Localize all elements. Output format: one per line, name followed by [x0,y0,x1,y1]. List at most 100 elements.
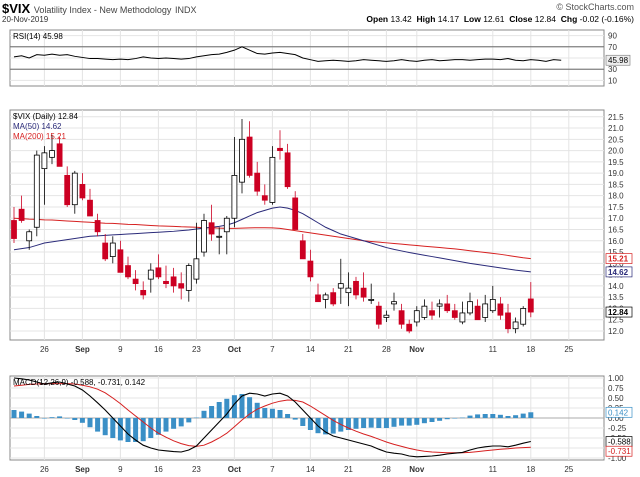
macd-histogram-bar [444,418,450,420]
macd-histogram-bar [110,418,116,438]
chg-value: -0.02 (-0.16%) [579,14,634,24]
candle-body [497,303,504,316]
candle-body [406,323,413,332]
candle-body [41,152,48,170]
macd-tick-label: 0.00 [608,414,624,423]
rsi-tick-label: 30 [608,65,617,74]
price-value-tag-text: 15.21 [608,255,629,264]
candle-body [292,197,299,230]
macd-x-label: Oct [228,465,242,474]
ma50-line [13,206,531,273]
macd-histogram-bar [300,418,306,426]
candle-body [49,150,55,158]
price-x-label: Sep [75,345,90,354]
price-tick-label: 21.0 [608,124,624,133]
candle-body [307,260,314,278]
price-tick-label: 20.0 [608,147,624,156]
candle-body [505,312,511,330]
macd-histogram-bar [262,408,268,418]
chart-header: $VIX Volatility Index - New Methodology … [0,0,640,28]
macd-histogram-bar [414,418,420,425]
macd-histogram-bar [95,418,101,432]
candle-body [185,265,192,291]
candle-body [360,287,367,298]
macd-histogram-bar [117,418,123,441]
macd-x-label: 23 [192,465,201,474]
candle-body [178,283,185,289]
macd-x-label: Sep [75,465,90,474]
macd-histogram-bar [239,394,245,418]
price-tick-label: 12.5 [608,316,624,325]
macd-x-label: 26 [40,465,49,474]
candle-body [102,242,109,260]
price-x-label: 18 [526,345,535,354]
macd-histogram-bar [193,417,199,419]
macd-histogram-bar [520,413,526,418]
macd-histogram-bar [57,416,63,418]
macd-x-label: 14 [306,465,315,474]
candle-body [345,287,352,294]
macd-histogram-bar [26,413,32,418]
macd-histogram-bar [277,410,283,418]
macd-tick-label: 0.75 [608,384,624,393]
symbol-exchange: INDX [175,5,197,15]
macd-histogram-bar [186,418,192,423]
rsi-last-value: 45.98 [608,56,629,65]
macd-tick-label: 1.00 [608,374,624,383]
price-tick-label: 21.5 [608,113,624,122]
macd-histogram-bar [49,417,55,418]
rsi-last-tag [605,54,631,66]
candle-body [132,278,139,285]
macd-histogram-bar [452,418,458,419]
macd-histogram-bar [399,418,405,426]
macd-histogram-bar [376,418,382,428]
symbol-name: Volatility Index - New Methodology [33,5,172,15]
macd-histogram-bar [247,397,253,418]
macd-histogram-bar [178,418,184,427]
price-tick-label: 17.5 [608,203,624,212]
candle-body [125,265,131,278]
price-tick-label: 12.0 [608,327,624,336]
candle-body [254,172,261,192]
candle-body [56,143,63,167]
high-label: High [416,14,436,24]
close-label: Close [509,14,533,24]
price-x-label: Oct [228,345,242,354]
candle-body [261,195,268,201]
macd-value-tag-text: -0.588 [608,438,631,447]
macd-histogram-bar [368,418,374,428]
macd-x-label: 7 [270,465,275,474]
macd-histogram-bar [528,412,534,418]
macd-histogram-bar [34,416,40,418]
macd-tick-label: -1.00 [608,454,627,463]
candle-body [79,184,86,199]
candle-body [368,299,375,301]
macd-histogram-bar [41,418,47,419]
candle-body [383,314,390,318]
candle-body [398,310,405,325]
price-x-label: 16 [154,345,163,354]
macd-histogram-bar [231,395,237,418]
macd-histogram-bar [490,414,496,418]
candle-body [284,152,291,188]
candle-body [216,235,223,238]
macd-histogram-bar [87,418,93,428]
candle-body [64,174,71,206]
candle-body [421,305,428,318]
macd-histogram-bar [72,418,78,420]
price-x-label: 9 [118,345,123,354]
rsi-line [13,46,562,62]
macd-histogram-bar [421,418,427,424]
candle-body [436,303,443,307]
macd-value-tag-text: 0.142 [608,408,629,417]
candle-body [413,310,420,323]
rsi-tick-label: 90 [608,32,617,41]
candle-body [26,231,33,242]
price-tick-label: 20.5 [608,135,624,144]
candle-body [223,217,230,233]
price-value-tag [605,253,633,264]
candle-body [353,280,359,296]
candle-body [299,240,306,260]
macd-histogram-bar [429,418,435,422]
candle-body [231,174,238,219]
